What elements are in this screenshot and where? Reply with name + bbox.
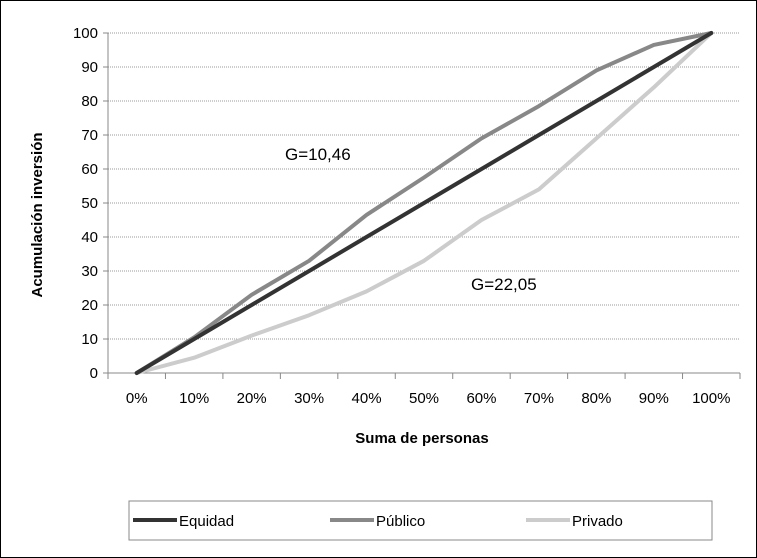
- y-tick-label: 20: [81, 297, 98, 314]
- x-tick-label: 100%: [692, 390, 730, 407]
- series-line-equidad: [134, 31, 714, 375]
- x-tick-label: 20%: [237, 390, 267, 407]
- gridlines: [108, 32, 740, 340]
- y-tick-label: 70: [81, 127, 98, 144]
- series-line-privado: [134, 31, 714, 375]
- x-tick-label: 30%: [294, 390, 324, 407]
- legend-label-equidad: Equidad: [179, 513, 234, 530]
- x-axis-title: Suma de personas: [355, 430, 488, 447]
- annotation-gini-publico: G=10,46: [285, 145, 351, 164]
- legend: Equidad Público Privado: [128, 500, 713, 541]
- series-lines: [134, 31, 714, 375]
- x-tick-label: 60%: [466, 390, 496, 407]
- annotation-gini-privado: G=22,05: [471, 275, 537, 294]
- x-tick-label: 0%: [126, 390, 148, 407]
- y-tick-label: 100: [73, 25, 98, 42]
- tick-labels: 0 10 20 30 40 50 60 70 80 90 100 0% 10% 20% 30% 40% 50% 6…: [73, 25, 730, 407]
- x-tick-label: 40%: [352, 390, 382, 407]
- y-tick-label: 90: [81, 59, 98, 76]
- y-axis-title: Acumulación inversión: [29, 132, 46, 297]
- legend-label-privado: Privado: [572, 513, 623, 530]
- x-tick-label: 80%: [581, 390, 611, 407]
- y-tick-label: 50: [81, 195, 98, 212]
- x-tick-label: 10%: [179, 390, 209, 407]
- y-tick-label: 0: [90, 365, 98, 382]
- series-line-publico: [134, 31, 714, 375]
- legend-box: [128, 500, 713, 541]
- y-tick-label: 10: [81, 331, 98, 348]
- y-tick-label: 30: [81, 263, 98, 280]
- x-tick-label: 90%: [639, 390, 669, 407]
- y-tick-label: 80: [81, 93, 98, 110]
- y-tick-label: 60: [81, 161, 98, 178]
- x-tick-label: 50%: [409, 390, 439, 407]
- y-tick-label: 40: [81, 229, 98, 246]
- x-tick-label: 70%: [524, 390, 554, 407]
- legend-label-publico: Público: [376, 513, 425, 530]
- axes: [103, 32, 741, 379]
